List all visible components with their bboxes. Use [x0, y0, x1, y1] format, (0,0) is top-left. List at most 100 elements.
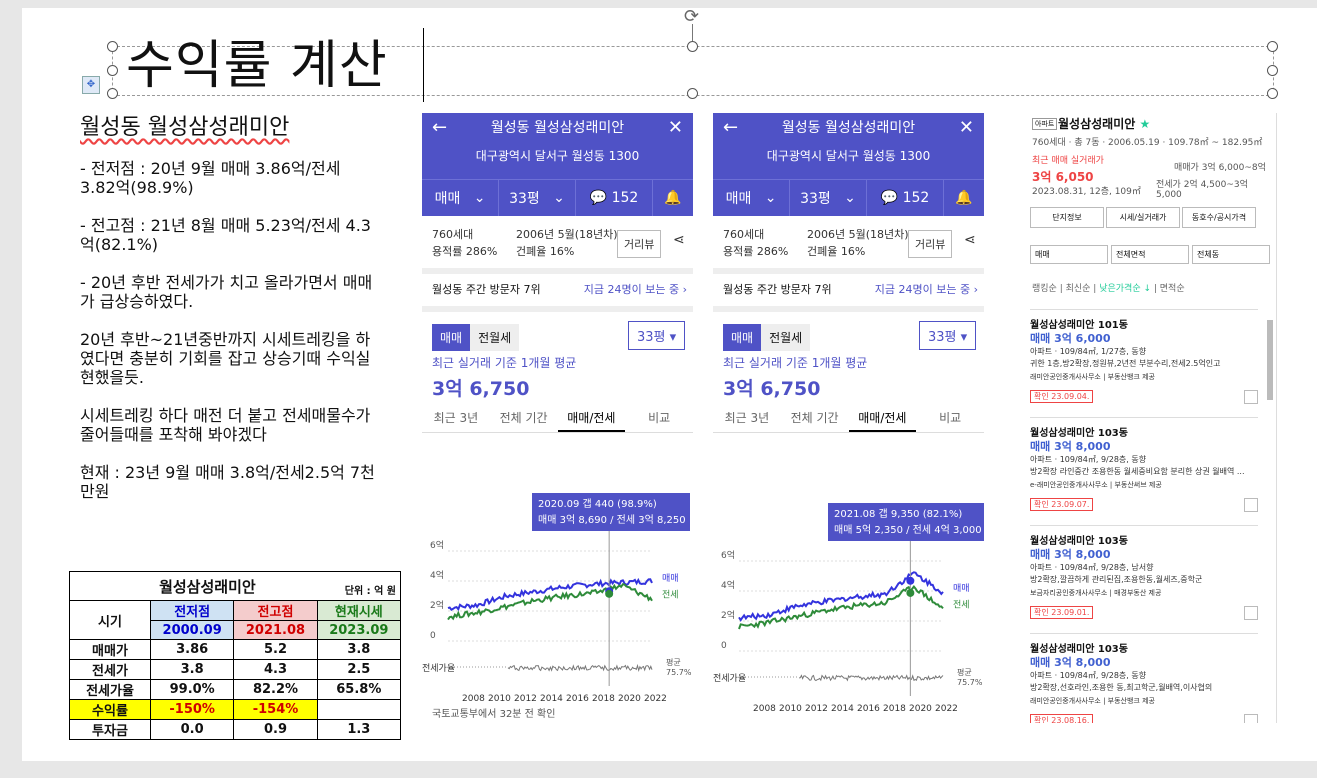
resize-handle[interactable]: [687, 88, 698, 99]
segment-rent[interactable]: 전월세: [761, 324, 811, 351]
bell-icon[interactable]: 🔔: [664, 190, 682, 206]
notes-text[interactable]: 월성동 월성삼성래미안 - 전저점 : 20년 9월 매매 3.86억/전세 3…: [80, 117, 380, 520]
bell-icon[interactable]: 🔔: [955, 190, 973, 206]
back-arrow-icon[interactable]: ←: [723, 117, 739, 138]
table-row: 전세가 3.8 4.3 2.5: [69, 659, 402, 680]
x-tick-label: 2014: [540, 694, 563, 704]
x-tick-label: 2008: [462, 694, 485, 704]
close-icon[interactable]: ✕: [667, 117, 683, 138]
list-item[interactable]: 월성삼성래미안 101동 매매 3억 6,000 아파트 · 109/84㎡, …: [1030, 309, 1258, 418]
filter-area[interactable]: 전체면적: [1111, 245, 1189, 264]
rotate-handle-icon[interactable]: ⟳: [684, 6, 700, 27]
cell: 0.0: [149, 719, 235, 740]
segment-rent[interactable]: 전월세: [470, 324, 520, 351]
street-view-button[interactable]: 거리뷰: [908, 230, 953, 258]
x-tick-label: 2022: [644, 694, 667, 704]
layout-options-icon[interactable]: ✥: [82, 76, 100, 94]
comments-button[interactable]: 💬 152: [867, 180, 944, 216]
col-date: 2023.09: [316, 620, 402, 640]
tab-trade-jeonse[interactable]: 매매/전세: [848, 404, 917, 432]
tab-recent-3y[interactable]: 최근 3년: [433, 411, 479, 425]
listing-broker: 래미안공인중개사사무소 | 부동산뱅크 제공: [1030, 697, 1155, 705]
trade-dropdown[interactable]: 매매 ⌄: [713, 180, 790, 216]
listing-broker: 래미안공인중개사사무소 | 부동산뱅크 제공: [1030, 373, 1155, 381]
row-label: 수익률: [69, 699, 151, 720]
series-line-매매: [738, 571, 944, 622]
recent-date: 2023.08.31, 12층, 109㎡: [1032, 187, 1141, 197]
sort-active[interactable]: 낮은가격순 ↓: [1099, 284, 1152, 294]
watching-now-link[interactable]: 지금 24명이 보는 중 ›: [583, 283, 687, 296]
size-select[interactable]: 33평 ▾: [919, 321, 977, 350]
x-tick-label: 2020: [618, 694, 641, 704]
tab-all-period[interactable]: 전체 기간: [790, 411, 839, 425]
tab-trade-jeonse[interactable]: 매매/전세: [557, 404, 626, 432]
share-icon[interactable]: ⋖: [673, 232, 685, 248]
filter-trade[interactable]: 매매: [1030, 245, 1108, 264]
note-low: - 전저점 : 20년 9월 매매 3.86억/전세 3.82억(98.9%): [80, 159, 341, 197]
listing-spec: 아파트 · 109/84㎡, 9/28층, 동향: [1030, 671, 1147, 680]
comments-button[interactable]: 💬 152: [576, 180, 653, 216]
trade-dropdown[interactable]: 매매 ⌄: [422, 180, 499, 216]
filter-dong[interactable]: 전체동: [1192, 245, 1270, 264]
price-button[interactable]: 시세/실거래가: [1106, 207, 1180, 228]
sort-options[interactable]: 랭킹순 | 최신순 |: [1032, 284, 1100, 294]
col-header: 현재시세: [316, 600, 402, 621]
legend-trade: 매매: [953, 583, 970, 594]
resize-handle[interactable]: [687, 41, 698, 52]
listing-spec: 아파트 · 109/84㎡, 9/28층, 남서향: [1030, 563, 1154, 572]
share-icon[interactable]: ⋖: [964, 232, 976, 248]
segment-trade[interactable]: 매매: [432, 324, 471, 351]
filters: 매매 전체면적 전체동: [1030, 245, 1273, 264]
slide-title[interactable]: 수익률 계산: [126, 36, 388, 96]
complex-info-button[interactable]: 단지정보: [1030, 207, 1104, 228]
size-dropdown[interactable]: 33평 ⌄: [499, 180, 576, 216]
size-select[interactable]: 33평 ▾: [628, 321, 686, 350]
comment-count: 152: [902, 190, 930, 206]
size-dropdown[interactable]: 33평 ⌄: [790, 180, 867, 216]
tab-recent-3y[interactable]: 최근 3년: [724, 411, 770, 425]
save-icon[interactable]: [1244, 390, 1258, 404]
x-tick-label: 2012: [805, 704, 828, 714]
x-tick-label: 2016: [566, 694, 589, 704]
sort-bar[interactable]: 랭킹순 | 최신순 | 낮은가격순 ↓ | 면적순: [1032, 281, 1185, 294]
save-icon[interactable]: [1244, 606, 1258, 620]
list-item[interactable]: 월성삼성래미안 103동 매매 3억 8,000 아파트 · 109/84㎡, …: [1030, 633, 1258, 723]
comment-count: 152: [611, 190, 639, 206]
watching-now-link[interactable]: 지금 24명이 보는 중 ›: [874, 283, 978, 296]
close-icon[interactable]: ✕: [958, 117, 974, 138]
x-tick-label: 2020: [909, 704, 932, 714]
list-item[interactable]: 월성삼성래미안 103동 매매 3억 8,000 아파트 · 109/84㎡, …: [1030, 417, 1258, 526]
street-view-button[interactable]: 거리뷰: [617, 230, 662, 258]
x-tick-label: 2010: [488, 694, 511, 704]
row-label: 투자금: [69, 719, 151, 740]
tab-all-period[interactable]: 전체 기간: [499, 411, 548, 425]
row-label: 매매가: [69, 639, 151, 660]
phone-header: ← 월성동 월성삼성래미안 ✕ 대구광역시 달서구 월성동 1300 매매 ⌄ …: [422, 113, 693, 216]
sort-area[interactable]: | 면적순: [1151, 284, 1185, 294]
save-icon[interactable]: [1244, 714, 1258, 723]
y-tick-label: 2억: [721, 609, 735, 621]
resize-handle[interactable]: [1267, 88, 1278, 99]
size-label: 33평: [800, 191, 831, 207]
back-arrow-icon[interactable]: ←: [432, 117, 448, 138]
save-icon[interactable]: [1244, 498, 1258, 512]
tab-compare[interactable]: 비교: [939, 411, 962, 425]
resize-handle[interactable]: [107, 88, 118, 99]
resize-handle[interactable]: [1267, 65, 1278, 76]
resize-handle[interactable]: [107, 41, 118, 52]
segment-trade[interactable]: 매매: [723, 324, 762, 351]
unit-button[interactable]: 동호수/공시가격: [1182, 207, 1256, 228]
summary-table[interactable]: 월성삼성래미안 단위 : 억 원 시기 전저점 전고점 현재시세 2000.09…: [69, 571, 402, 740]
scrollbar[interactable]: [1267, 320, 1273, 400]
resize-handle[interactable]: [1267, 41, 1278, 52]
list-item[interactable]: 월성삼성래미안 103동 매매 3억 8,000 아파트 · 109/84㎡, …: [1030, 525, 1258, 634]
complex-name[interactable]: 월성삼성래미안 ★: [1058, 115, 1150, 132]
tab-compare[interactable]: 비교: [648, 411, 671, 425]
col-header: 전고점: [233, 600, 318, 621]
x-tick-label: 2014: [831, 704, 854, 714]
resize-handle[interactable]: [107, 65, 118, 76]
star-icon[interactable]: ★: [1139, 117, 1151, 131]
table-title: 월성삼성래미안 단위 : 억 원: [69, 571, 401, 601]
